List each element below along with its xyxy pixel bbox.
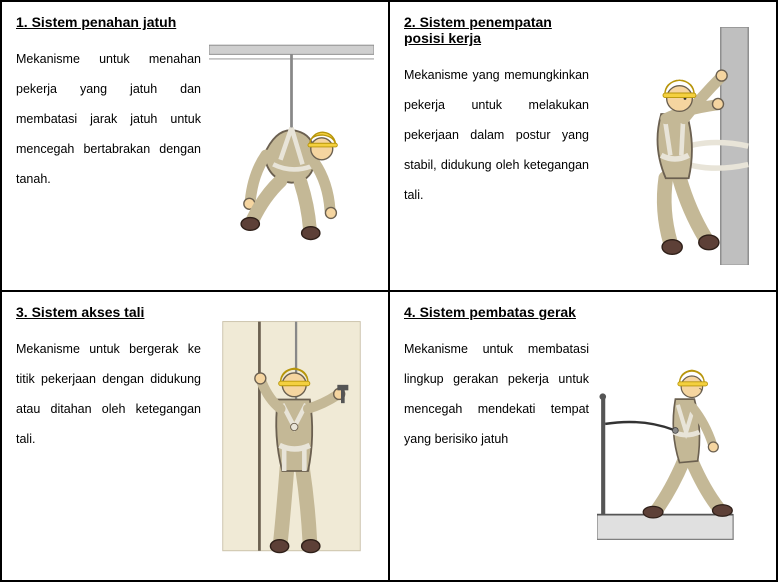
illustration-restraint	[597, 304, 762, 568]
cell-desc: Mekanisme untuk bergerak ke titik pekerj…	[16, 334, 201, 454]
cell-textcol: 4. Sistem pembatas gerak Mekanisme untuk…	[404, 304, 589, 568]
cell-title: 3. Sistem akses tali	[16, 304, 201, 320]
cell-rope-access: 3. Sistem akses tali Mekanisme untuk ber…	[1, 291, 389, 581]
cell-desc: Mekanisme untuk menahan pekerja yang jat…	[16, 44, 201, 194]
illustration-work-positioning	[597, 14, 762, 278]
cell-desc: Mekanisme untuk membatasi lingkup geraka…	[404, 334, 589, 454]
cell-textcol: 3. Sistem akses tali Mekanisme untuk ber…	[16, 304, 201, 568]
infographic-grid: 1. Sistem penahan jatuh Mekanisme untuk …	[0, 0, 778, 582]
cell-desc: Mekanisme yang memungkinkan pekerja untu…	[404, 60, 589, 210]
cell-fall-arrest: 1. Sistem penahan jatuh Mekanisme untuk …	[1, 1, 389, 291]
cell-title: 2. Sistem penempatan posisi kerja	[404, 14, 589, 46]
illustration-rope-access	[209, 304, 374, 568]
cell-textcol: 2. Sistem penempatan posisi kerja Mekani…	[404, 14, 589, 278]
cell-work-positioning: 2. Sistem penempatan posisi kerja Mekani…	[389, 1, 777, 291]
cell-title: 1. Sistem penahan jatuh	[16, 14, 201, 30]
cell-title: 4. Sistem pembatas gerak	[404, 304, 589, 320]
cell-restraint: 4. Sistem pembatas gerak Mekanisme untuk…	[389, 291, 777, 581]
cell-textcol: 1. Sistem penahan jatuh Mekanisme untuk …	[16, 14, 201, 278]
illustration-fall-arrest	[209, 14, 374, 278]
